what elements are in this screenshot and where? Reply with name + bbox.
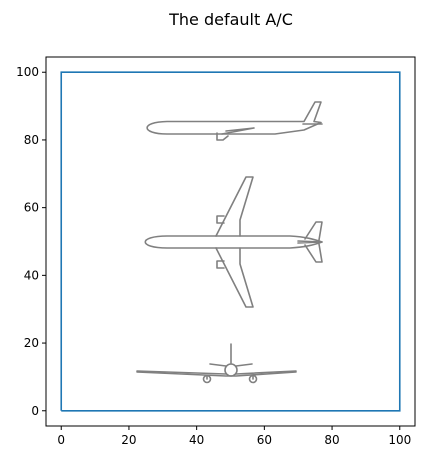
aircraft-front-view	[136, 343, 297, 384]
x-tick-label: 100	[388, 433, 411, 447]
axis-ticks: 0 20 40 60 80 100 0 20 40 60 80 100	[16, 65, 411, 447]
aircraft-top-view	[144, 176, 323, 308]
x-tick-label: 0	[57, 433, 65, 447]
y-tick-label: 100	[16, 65, 39, 79]
x-tick-label: 40	[189, 433, 204, 447]
series-layer	[60, 71, 401, 412]
y-tick-label: 80	[24, 133, 39, 147]
x-tick-label: 60	[257, 433, 272, 447]
y-tick-label: 60	[24, 201, 39, 215]
plot-frame	[45, 56, 416, 427]
chart-title: The default A/C	[168, 10, 293, 29]
y-tick-label: 20	[24, 336, 39, 350]
y-tick-label: 0	[31, 404, 39, 418]
y-tick-label: 40	[24, 268, 39, 282]
series-line	[60, 71, 401, 412]
aircraft-drawings	[136, 101, 323, 384]
x-tick-label: 20	[121, 433, 136, 447]
aircraft-side-view	[146, 101, 323, 141]
x-tick-label: 80	[324, 433, 339, 447]
